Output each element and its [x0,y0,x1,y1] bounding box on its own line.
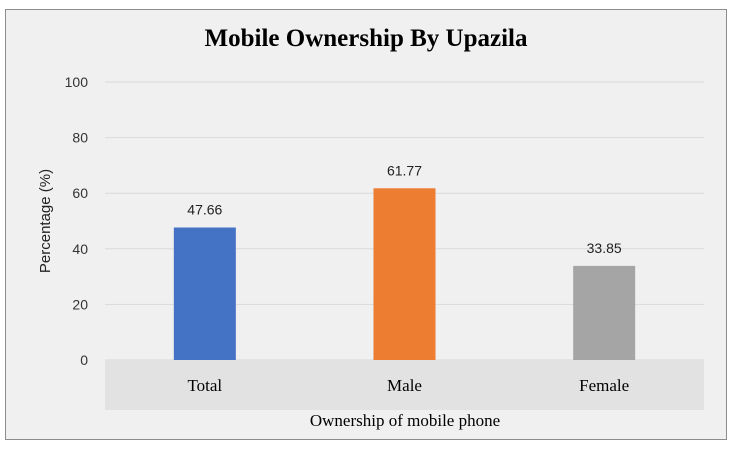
y-tick-label: 40 [72,241,88,257]
data-labels: 47.66 61.77 33.85 [187,162,622,256]
bar-male [373,188,436,360]
bar-female [573,265,636,360]
y-tick-label: 80 [72,130,88,146]
data-label-male: 61.77 [387,162,422,178]
category-label-male: Male [387,376,422,395]
y-tick-label: 0 [80,352,88,368]
x-axis-categories: Total Male Female [187,376,629,395]
y-axis-ticks: 0 20 40 60 80 100 [65,74,89,368]
bars [173,188,636,360]
y-tick-label: 60 [72,185,88,201]
category-label-total: Total [187,376,222,395]
data-label-total: 47.66 [187,202,222,218]
bar-total [173,227,236,360]
category-axis-band [105,360,704,410]
data-label-female: 33.85 [587,240,622,256]
chart-title: Mobile Ownership By Upazila [204,25,528,52]
y-axis-title: Percentage (%) [37,169,54,273]
category-label-female: Female [579,376,629,395]
y-tick-label: 20 [72,296,88,312]
x-axis-title: Ownership of mobile phone [310,411,500,430]
y-tick-label: 100 [65,74,89,90]
